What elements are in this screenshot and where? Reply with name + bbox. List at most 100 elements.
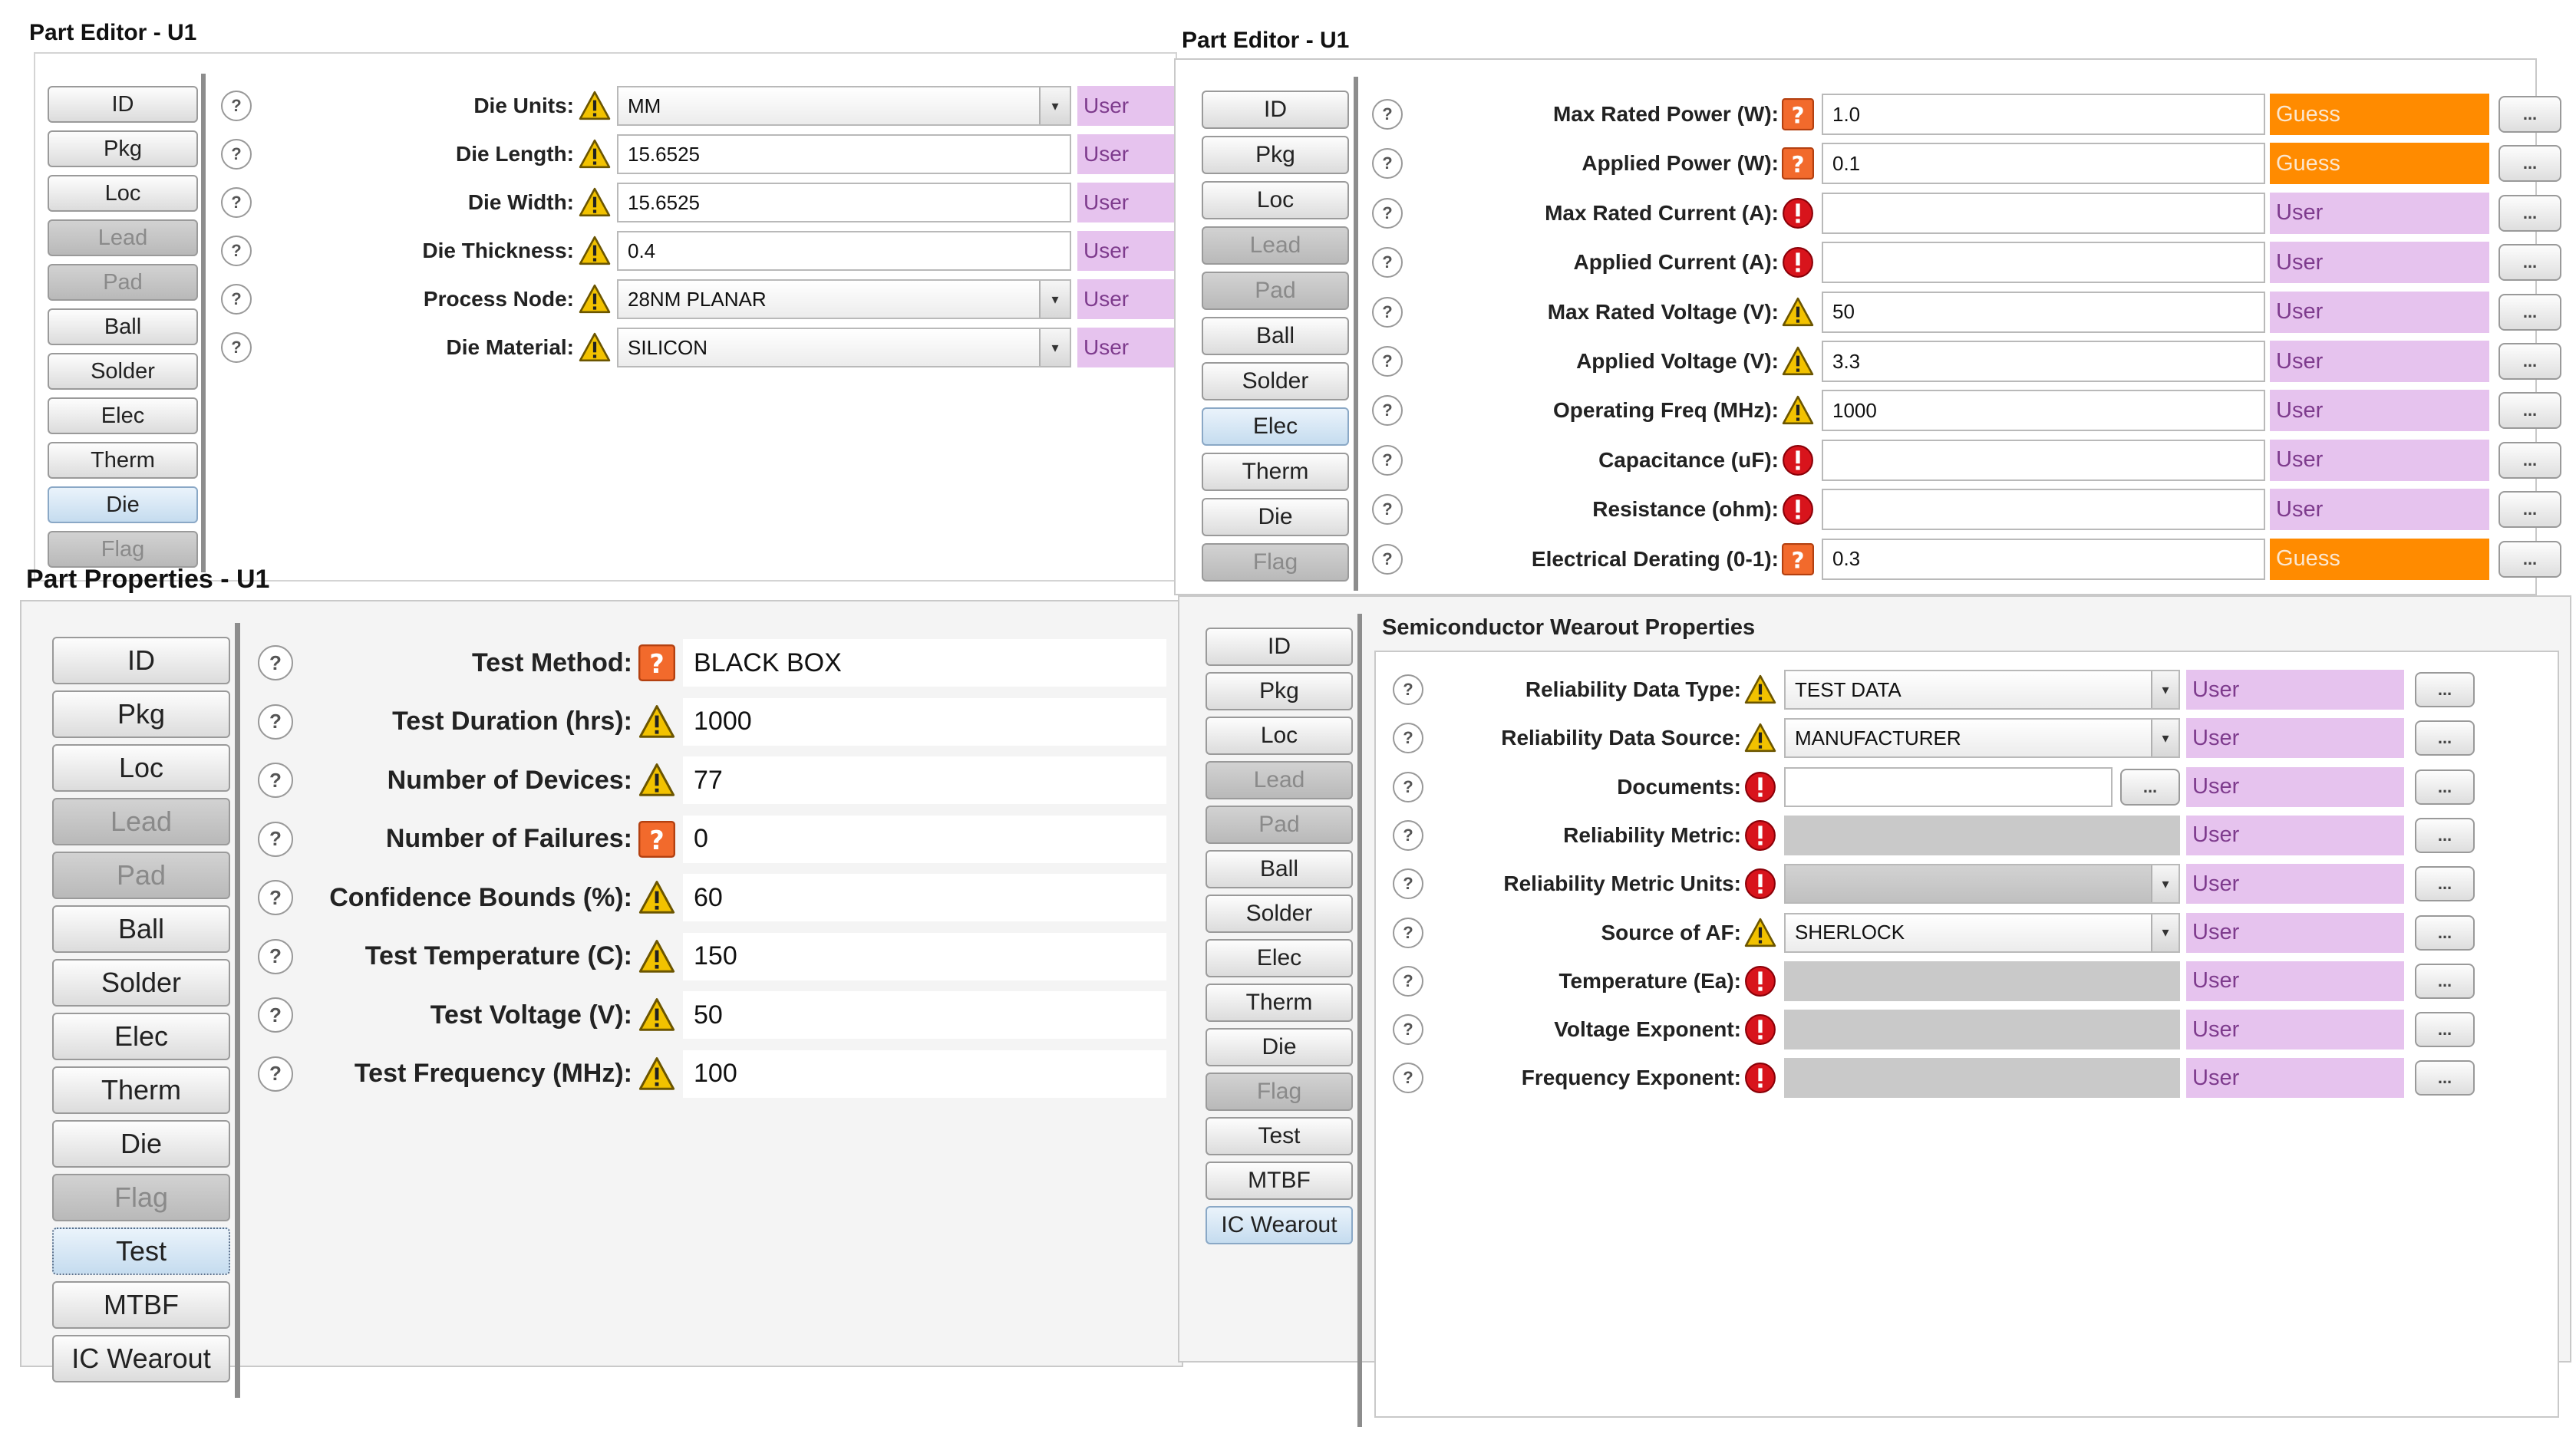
dropdown-field[interactable]: ▾ <box>1784 864 2180 905</box>
tab-flag[interactable]: Flag <box>48 531 198 568</box>
documents-field[interactable] <box>1784 766 2113 807</box>
tab-solder[interactable]: Solder <box>52 959 230 1007</box>
tab-id[interactable]: ID <box>48 86 198 123</box>
tab-mtbf[interactable]: MTBF <box>1206 1162 1353 1200</box>
text-field[interactable]: 150 <box>683 932 1166 980</box>
tab-pkg[interactable]: Pkg <box>1202 136 1349 174</box>
dropdown-field[interactable]: 28NM PLANAR ▾ <box>617 279 1071 319</box>
tab-lead[interactable]: Lead <box>1206 761 1353 799</box>
ellipsis-button[interactable]: ... <box>2498 343 2561 380</box>
help-icon[interactable]: ? <box>221 284 252 315</box>
ellipsis-button[interactable]: ... <box>2498 244 2561 282</box>
tab-pad[interactable]: Pad <box>52 852 230 899</box>
dropdown-field[interactable]: TEST DATA ▾ <box>1784 670 2180 710</box>
tab-solder[interactable]: Solder <box>48 353 198 390</box>
tab-loc[interactable]: Loc <box>1206 717 1353 755</box>
tab-pad[interactable]: Pad <box>48 264 198 301</box>
tab-test[interactable]: Test <box>1206 1117 1353 1155</box>
text-field[interactable] <box>1822 489 2265 531</box>
ellipsis-button[interactable]: ... <box>2498 540 2561 578</box>
help-icon[interactable]: ? <box>258 821 293 857</box>
tab-flag[interactable]: Flag <box>1206 1073 1353 1111</box>
chevron-down-icon[interactable]: ▾ <box>2151 865 2179 903</box>
tab-pad[interactable]: Pad <box>1206 806 1353 844</box>
ellipsis-button[interactable]: ... <box>2498 145 2561 183</box>
ellipsis-button[interactable]: ... <box>2498 293 2561 331</box>
dropdown-field[interactable]: MM ▾ <box>617 86 1071 126</box>
text-field[interactable] <box>1822 242 2265 284</box>
tab-solder[interactable]: Solder <box>1206 895 1353 933</box>
tab-flag[interactable]: Flag <box>1202 543 1349 582</box>
text-field[interactable]: 50 <box>683 991 1166 1039</box>
tab-die[interactable]: Die <box>48 486 198 523</box>
tab-ic-wearout[interactable]: IC Wearout <box>1206 1206 1353 1244</box>
text-field[interactable]: 3.3 <box>1822 341 2265 382</box>
ellipsis-button[interactable]: ... <box>2498 491 2561 529</box>
tab-therm[interactable]: Therm <box>1206 984 1353 1022</box>
help-icon[interactable]: ? <box>258 880 293 915</box>
chevron-down-icon[interactable]: ▾ <box>1039 87 1070 124</box>
help-icon[interactable]: ? <box>258 645 293 680</box>
text-field[interactable]: 1000 <box>1822 390 2265 432</box>
tab-loc[interactable]: Loc <box>48 175 198 212</box>
help-icon[interactable]: ? <box>1372 148 1403 180</box>
ellipsis-button[interactable]: ... <box>2415 720 2475 756</box>
text-field[interactable]: 77 <box>683 756 1166 804</box>
help-icon[interactable]: ? <box>1393 965 1423 997</box>
ellipsis-button[interactable]: ... <box>2498 392 2561 430</box>
text-field[interactable]: 0.4 <box>617 231 1071 271</box>
dropdown-field[interactable]: MANUFACTURER ▾ <box>1784 718 2180 759</box>
tab-die[interactable]: Die <box>1202 498 1349 536</box>
help-icon[interactable]: ? <box>1372 494 1403 526</box>
ellipsis-button[interactable]: ... <box>2415 1012 2475 1048</box>
tab-pkg[interactable]: Pkg <box>1206 672 1353 710</box>
tab-elec[interactable]: Elec <box>48 397 198 434</box>
tab-pad[interactable]: Pad <box>1202 272 1349 310</box>
text-field[interactable]: 0 <box>683 815 1166 863</box>
help-icon[interactable]: ? <box>1372 346 1403 377</box>
help-icon[interactable]: ? <box>221 91 252 121</box>
ellipsis-button[interactable]: ... <box>2498 441 2561 479</box>
tab-id[interactable]: ID <box>52 637 230 684</box>
chevron-down-icon[interactable]: ▾ <box>2151 914 2179 951</box>
chevron-down-icon[interactable]: ▾ <box>2151 671 2179 708</box>
ellipsis-button[interactable]: ... <box>2415 672 2475 707</box>
tab-mtbf[interactable]: MTBF <box>52 1281 230 1329</box>
tab-elec[interactable]: Elec <box>1206 939 1353 977</box>
ellipsis-button[interactable]: ... <box>2415 1060 2475 1096</box>
tab-die[interactable]: Die <box>1206 1028 1353 1066</box>
help-icon[interactable]: ? <box>1393 771 1423 802</box>
tab-elec[interactable]: Elec <box>52 1013 230 1060</box>
help-icon[interactable]: ? <box>1393 819 1423 851</box>
help-icon[interactable]: ? <box>258 1056 293 1092</box>
text-field[interactable]: 15.6525 <box>617 183 1071 222</box>
help-icon[interactable]: ? <box>1393 1063 1423 1094</box>
chevron-down-icon[interactable]: ▾ <box>2151 720 2179 757</box>
tab-solder[interactable]: Solder <box>1202 362 1349 400</box>
help-icon[interactable]: ? <box>1372 444 1403 476</box>
help-icon[interactable]: ? <box>1393 674 1423 705</box>
help-icon[interactable]: ? <box>1372 99 1403 130</box>
help-icon[interactable]: ? <box>1393 1014 1423 1046</box>
text-field[interactable]: 0.3 <box>1822 538 2265 580</box>
help-icon[interactable]: ? <box>258 997 293 1033</box>
help-icon[interactable]: ? <box>1393 868 1423 900</box>
tab-pkg[interactable]: Pkg <box>52 690 230 738</box>
tab-loc[interactable]: Loc <box>52 744 230 792</box>
help-icon[interactable]: ? <box>1372 395 1403 427</box>
text-field[interactable]: 1.0 <box>1822 94 2265 135</box>
tab-id[interactable]: ID <box>1206 628 1353 666</box>
tab-therm[interactable]: Therm <box>48 442 198 479</box>
tab-ball[interactable]: Ball <box>52 905 230 953</box>
help-icon[interactable]: ? <box>221 187 252 218</box>
tab-die[interactable]: Die <box>52 1120 230 1168</box>
ellipsis-button[interactable]: ... <box>2415 914 2475 951</box>
help-icon[interactable]: ? <box>221 236 252 266</box>
help-icon[interactable]: ? <box>258 704 293 740</box>
tab-loc[interactable]: Loc <box>1202 181 1349 219</box>
ellipsis-button[interactable]: ... <box>2415 866 2475 902</box>
text-field[interactable]: 1000 <box>683 697 1166 746</box>
ellipsis-button[interactable]: ... <box>2415 963 2475 999</box>
documents-browse-button[interactable]: ... <box>2120 768 2180 806</box>
help-icon[interactable]: ? <box>1372 296 1403 328</box>
